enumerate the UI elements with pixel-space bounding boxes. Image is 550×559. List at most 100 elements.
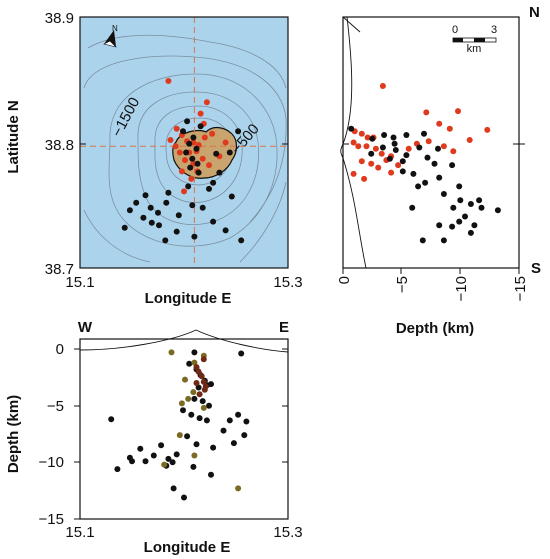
depth-longitude-event-point xyxy=(210,444,217,451)
map-event-point xyxy=(147,204,154,211)
latitude-depth-event-point xyxy=(415,183,422,190)
corner-label-south: S xyxy=(531,260,541,277)
depth-longitude-event-point xyxy=(208,381,214,388)
latitude-depth-event-point xyxy=(372,145,379,152)
map-event-point xyxy=(142,192,149,199)
depth-longitude-event-point xyxy=(169,459,176,466)
depth-longitude-event-point xyxy=(188,411,195,418)
latitude-depth-event-point xyxy=(392,147,399,153)
depth-longitude-event-point xyxy=(238,350,245,357)
topography-profile xyxy=(340,16,367,269)
depth-longitude-event-point xyxy=(158,442,165,449)
corner-label-east: E xyxy=(279,319,289,336)
map-event-point xyxy=(228,193,235,200)
scale-label-3: 3 xyxy=(491,24,497,36)
latitude-depth-event-point xyxy=(348,125,355,132)
latitude-depth-events xyxy=(348,83,501,244)
map-lon-tick-153: 15.3 xyxy=(273,274,302,291)
latitude-depth-event-point xyxy=(363,143,370,150)
map-event-point xyxy=(183,149,190,156)
latitude-depth-event-point xyxy=(467,201,474,207)
depth-longitude-event-point xyxy=(199,398,206,405)
section-depth-tick-15: −15 xyxy=(39,511,64,528)
latitude-depth-event-point xyxy=(421,130,427,137)
map-event-point xyxy=(187,164,194,171)
depth-longitude-event-point xyxy=(168,349,175,356)
latitude-depth-event-point xyxy=(358,158,365,165)
depth-longitude-event-point xyxy=(108,416,115,423)
contour-line xyxy=(137,91,260,225)
latitude-depth-event-point xyxy=(375,164,382,171)
latitude-depth-event-point xyxy=(409,204,416,211)
map-event-point xyxy=(175,212,182,219)
map-event-point xyxy=(210,218,217,225)
latitude-depth-event-point xyxy=(379,83,386,89)
map-event-point xyxy=(238,237,245,244)
map-lat-tick-387: 38.7 xyxy=(45,261,74,278)
map-event-point xyxy=(197,110,204,117)
map-lon-tick-151: 15.1 xyxy=(65,274,94,291)
contour-line xyxy=(83,55,287,223)
depth-longitude-event-point xyxy=(181,494,187,501)
section-depth-tick-10: −10 xyxy=(39,454,64,471)
latitude-depth-event-point xyxy=(457,197,464,204)
depth-longitude-event-point xyxy=(243,418,250,425)
depth-longitude-event-point xyxy=(196,415,203,422)
depth-longitude-event-point xyxy=(161,461,168,468)
map-event-point xyxy=(222,139,229,146)
depth-longitude-event-point xyxy=(196,391,203,398)
map-event-point xyxy=(163,199,170,206)
map-event-point xyxy=(235,128,242,135)
map-events xyxy=(121,78,245,244)
latitude-depth-event-point xyxy=(368,150,375,157)
map-event-point xyxy=(165,78,172,84)
depth-longitude-event-point xyxy=(186,360,193,367)
map-event-point xyxy=(140,214,147,221)
latitude-depth-event-point xyxy=(431,160,438,167)
latitude-depth-event-point xyxy=(449,223,456,230)
map-event-point xyxy=(133,199,140,206)
map-event-point xyxy=(121,224,128,231)
depth-longitude-event-point xyxy=(190,463,197,470)
depth-longitude-event-point xyxy=(226,417,233,424)
map-event-point xyxy=(216,169,223,176)
map-ticks xyxy=(79,16,289,269)
corner-label-north: N xyxy=(529,4,540,21)
map-event-point xyxy=(190,134,197,141)
section-y-axis-label: Depth (km) xyxy=(5,395,22,473)
map-event-point xyxy=(213,150,220,157)
map-event-point xyxy=(181,188,187,195)
depth-longitude-event-point xyxy=(173,451,180,458)
latitude-depth-event-point xyxy=(436,222,443,229)
depth-longitude-frame xyxy=(79,338,289,520)
latitude-depth-event-point xyxy=(361,175,368,182)
map-panel: −1500 −500 N 38.9 38.8 38.7 15.1 xyxy=(5,10,303,307)
bathymetry-contours xyxy=(83,34,287,263)
latitude-depth-event-point xyxy=(476,197,483,204)
latitude-depth-event-point xyxy=(450,204,457,211)
map-y-axis-label: Latitude N xyxy=(5,100,22,173)
latitude-depth-event-point xyxy=(399,158,406,165)
latitude-depth-event-point xyxy=(410,170,417,177)
map-event-point xyxy=(165,189,172,196)
latitude-depth-event-point xyxy=(423,109,430,116)
section-lon-tick-151: 15.1 xyxy=(65,524,94,541)
section-depth-tick-5: −5 xyxy=(47,398,64,415)
map-event-point xyxy=(173,228,180,235)
latitude-depth-event-point xyxy=(350,170,357,177)
latitude-depth-event-point xyxy=(405,145,412,152)
map-event-point xyxy=(189,202,196,209)
map-event-point xyxy=(209,130,216,137)
map-event-point xyxy=(185,183,192,190)
depth-longitude-event-point xyxy=(178,400,185,407)
map-frame xyxy=(79,16,289,269)
depth-tick-5: −5 xyxy=(394,276,411,293)
map-event-point xyxy=(148,219,155,226)
map-event-point xyxy=(180,128,186,135)
map-event-point xyxy=(226,149,233,156)
contour-line xyxy=(83,209,151,263)
latitude-depth-event-point xyxy=(440,191,447,197)
depth-longitude-event-point xyxy=(190,389,197,396)
contour-line xyxy=(239,181,287,263)
